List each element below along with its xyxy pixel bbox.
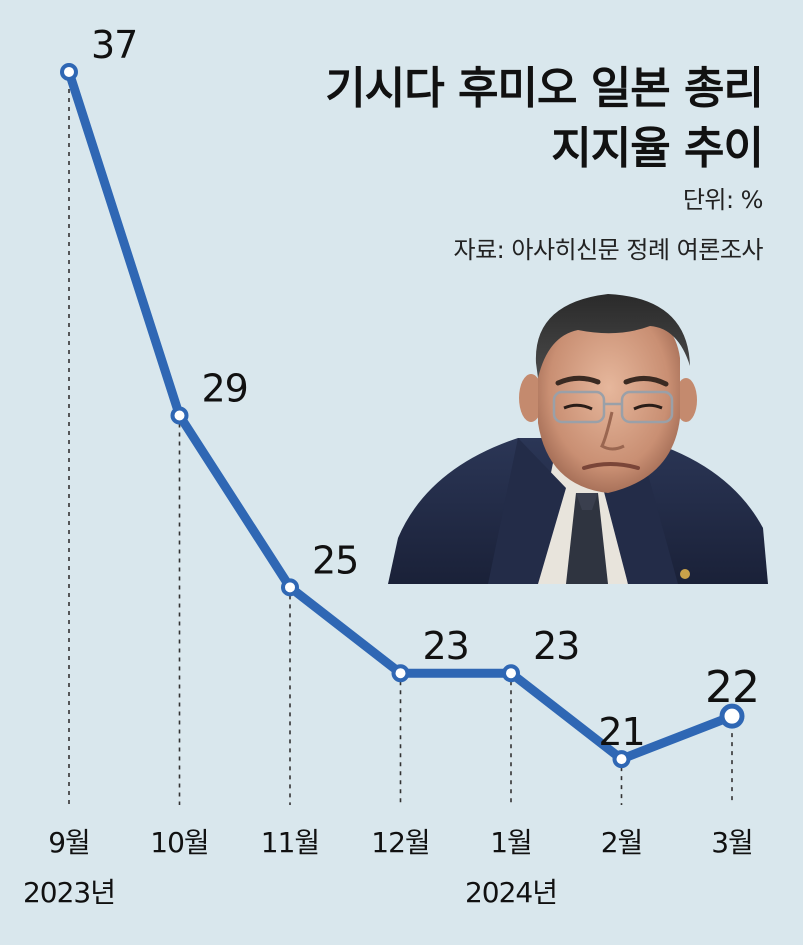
x-tick-label: 12월 [371,826,429,859]
year-label: 2023년 [23,876,115,909]
guide-lines [68,79,733,805]
value-label: 21 [598,710,644,754]
data-point [170,406,189,425]
x-tick-label: 3월 [711,826,753,859]
data-point [281,578,299,597]
value-label: 23 [423,624,469,668]
x-axis-tick-labels: 9월 10월 11월 12월 1월 2월 3월 [48,826,754,859]
unit-label: 단위: % [682,186,764,214]
data-points [60,62,745,769]
value-label: 25 [312,538,358,582]
value-label: 29 [202,367,248,411]
year-labels: 2023년 2024년 [23,876,558,909]
data-point [502,664,520,683]
value-label: 23 [533,624,579,668]
data-point [60,62,78,81]
year-label: 2024년 [465,876,557,909]
data-point [612,750,631,769]
value-labels: 37 29 25 23 23 21 22 [91,23,760,754]
x-tick-label: 11월 [261,826,319,859]
source-label: 자료: 아사히신문 정례 여론조사 [453,236,763,264]
data-point [391,664,410,683]
value-label: 37 [91,23,137,67]
x-tick-label: 2월 [601,826,643,859]
value-label: 22 [705,662,759,713]
chart-title-line-1: 기시다 후미오 일본 총리 [325,63,764,114]
politician-portrait-photo [388,288,768,584]
x-tick-label: 10월 [150,826,208,859]
chart-title-line-2: 지지율 추이 [551,123,764,174]
x-tick-label: 1월 [490,826,532,859]
data-point [719,703,745,729]
x-tick-label: 9월 [48,826,90,859]
